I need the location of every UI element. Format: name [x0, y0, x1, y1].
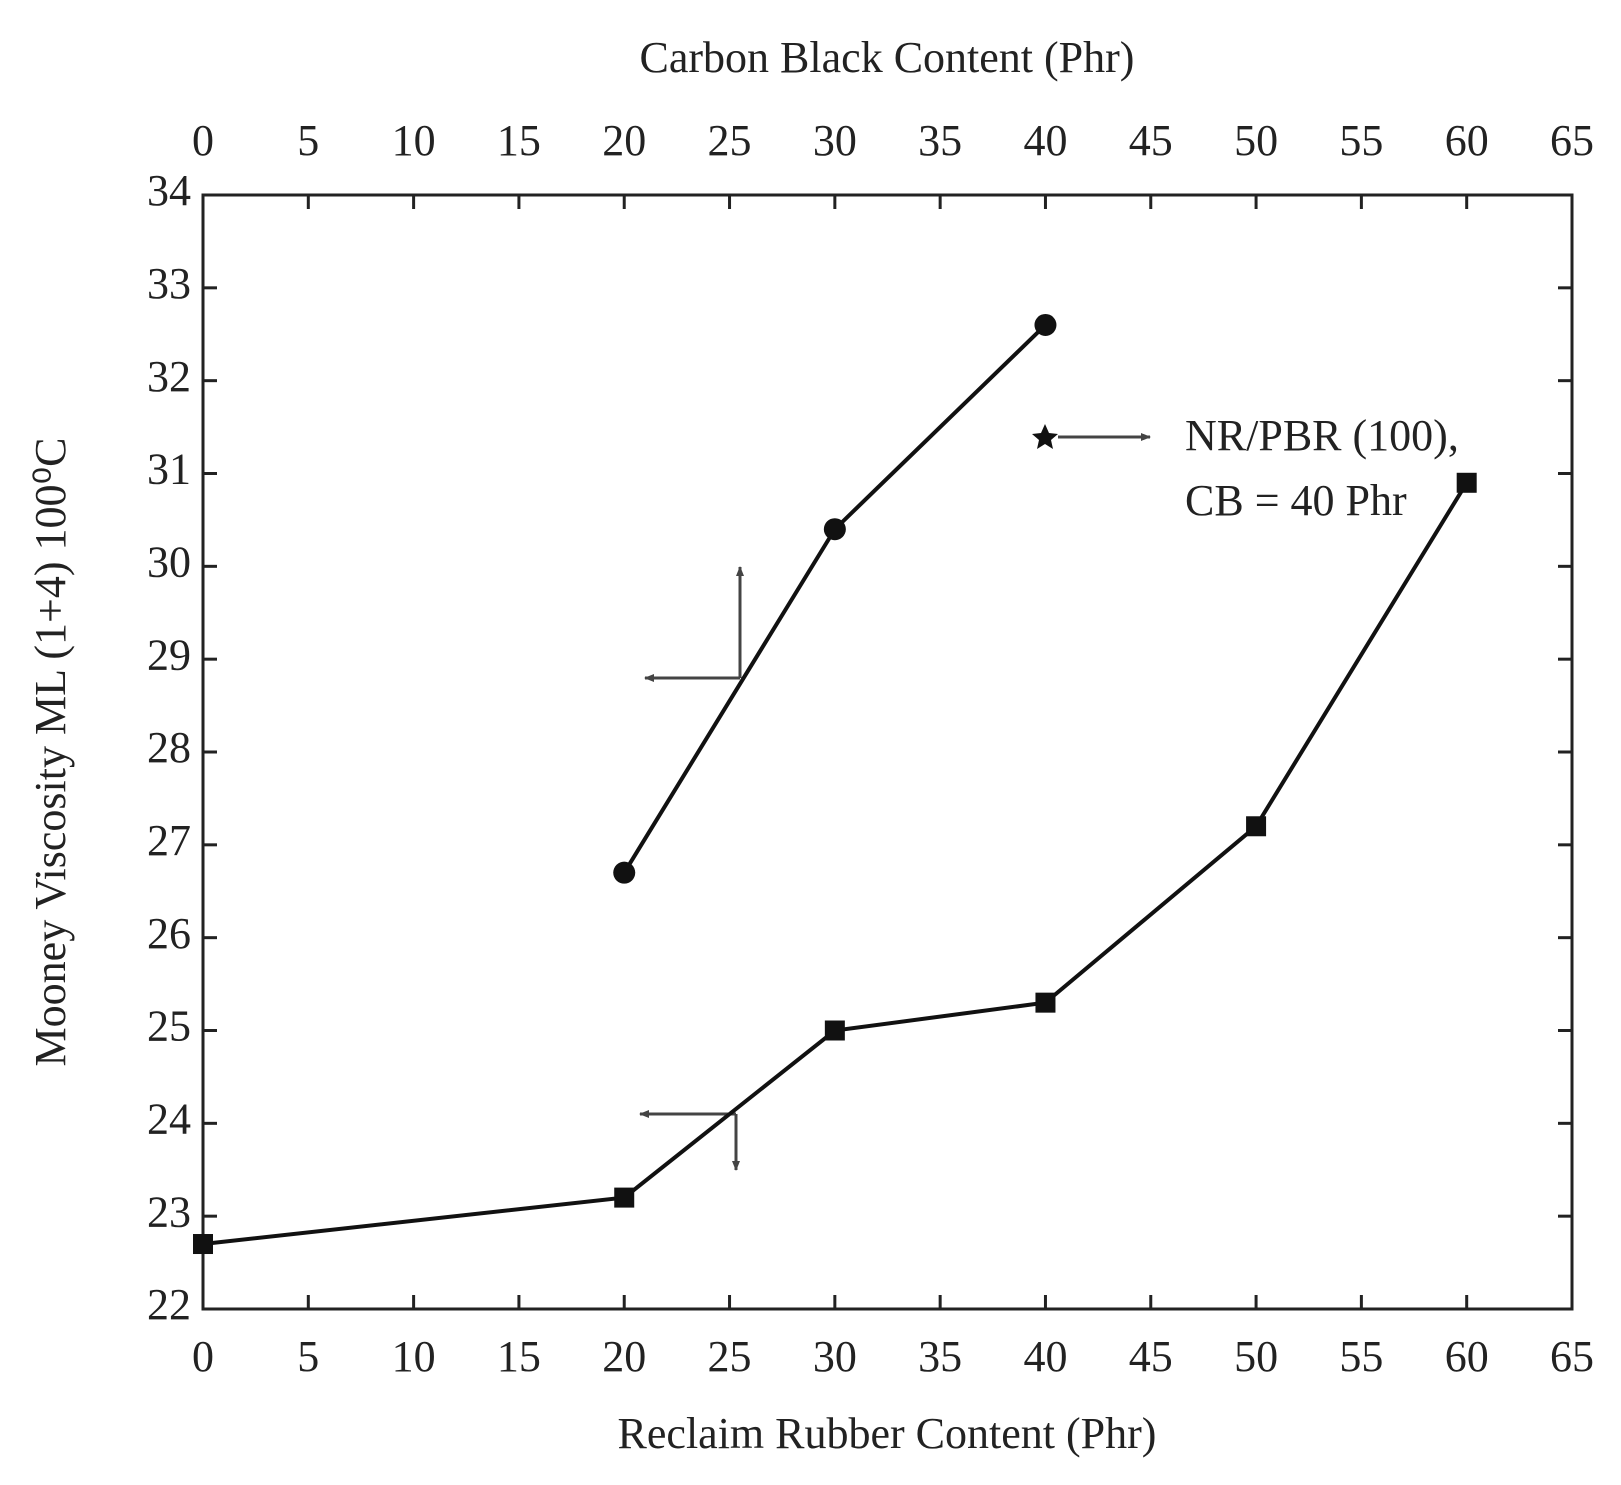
y-tick-label: 22	[147, 1280, 191, 1329]
series-line	[202, 481, 1469, 1247]
x-tick-label: 25	[708, 1332, 752, 1381]
series-line	[622, 323, 1047, 874]
x-tick-label: 50	[1234, 1332, 1278, 1381]
y-tick-label: 31	[147, 445, 191, 494]
x2-tick-label: 10	[392, 116, 436, 165]
x2-tick-label: 20	[602, 116, 646, 165]
x2-tick-label: 65	[1550, 116, 1594, 165]
x2-tick-label: 55	[1339, 116, 1383, 165]
x2-tick-label: 60	[1445, 116, 1489, 165]
x2-tick-label: 25	[708, 116, 752, 165]
data-point	[613, 861, 636, 884]
data-point	[614, 1187, 635, 1208]
x2-tick-label: 5	[297, 116, 319, 165]
annotation-text: CB = 40 Phr	[1185, 476, 1407, 525]
x-tick-label: 5	[297, 1332, 319, 1381]
y-tick-label: 25	[147, 1002, 191, 1051]
data-point	[1035, 992, 1056, 1013]
star-marker	[1032, 424, 1058, 449]
y-tick-label: 28	[147, 723, 191, 772]
y-tick-label: 29	[147, 630, 191, 679]
data-point	[824, 1020, 845, 1041]
y-tick-label: 30	[147, 537, 191, 586]
x2-tick-label: 0	[192, 116, 214, 165]
y-axis-title: Mooney Viscosity ML (1+4) 100⁰C	[26, 438, 75, 1067]
annotation-text: NR/PBR (100),	[1185, 411, 1459, 460]
x-tick-label: 55	[1339, 1332, 1383, 1381]
x-tick-label: 65	[1550, 1332, 1594, 1381]
x-tick-label: 20	[602, 1332, 646, 1381]
data-point	[1246, 816, 1267, 837]
x-axis-title: Reclaim Rubber Content (Phr)	[618, 1409, 1157, 1458]
top-axis-title: Carbon Black Content (Phr)	[640, 33, 1135, 82]
x2-tick-label: 15	[497, 116, 541, 165]
direction-arrows	[639, 566, 744, 1171]
x-tick-label: 35	[918, 1332, 962, 1381]
data-point	[823, 518, 846, 541]
x2-tick-label: 45	[1129, 116, 1173, 165]
x-tick-label: 45	[1129, 1332, 1173, 1381]
y-tick-label: 26	[147, 909, 191, 958]
x-tick-label: 40	[1023, 1332, 1067, 1381]
data-point	[1034, 313, 1057, 336]
x2-tick-label: 35	[918, 116, 962, 165]
y-tick-label: 24	[147, 1094, 191, 1143]
y-tick-label: 32	[147, 352, 191, 401]
y-tick-label: 34	[147, 166, 191, 215]
x-tick-label: 10	[392, 1332, 436, 1381]
x2-tick-label: 40	[1023, 116, 1067, 165]
data-point	[1456, 472, 1477, 493]
plot-frame	[201, 193, 1574, 1311]
data-point	[193, 1234, 213, 1255]
x2-tick-label: 30	[813, 116, 857, 165]
annotation: NR/PBR (100), CB = 40 Phr	[1032, 411, 1459, 525]
x-tick-label: 60	[1445, 1332, 1489, 1381]
y-tick-label: 33	[147, 259, 191, 308]
y-tick-label: 23	[147, 1187, 191, 1236]
x-tick-label: 15	[497, 1332, 541, 1381]
x-tick-label: 30	[813, 1332, 857, 1381]
x2-tick-label: 50	[1234, 116, 1278, 165]
x-tick-label: 0	[192, 1332, 214, 1381]
y-tick-label: 27	[147, 816, 191, 865]
